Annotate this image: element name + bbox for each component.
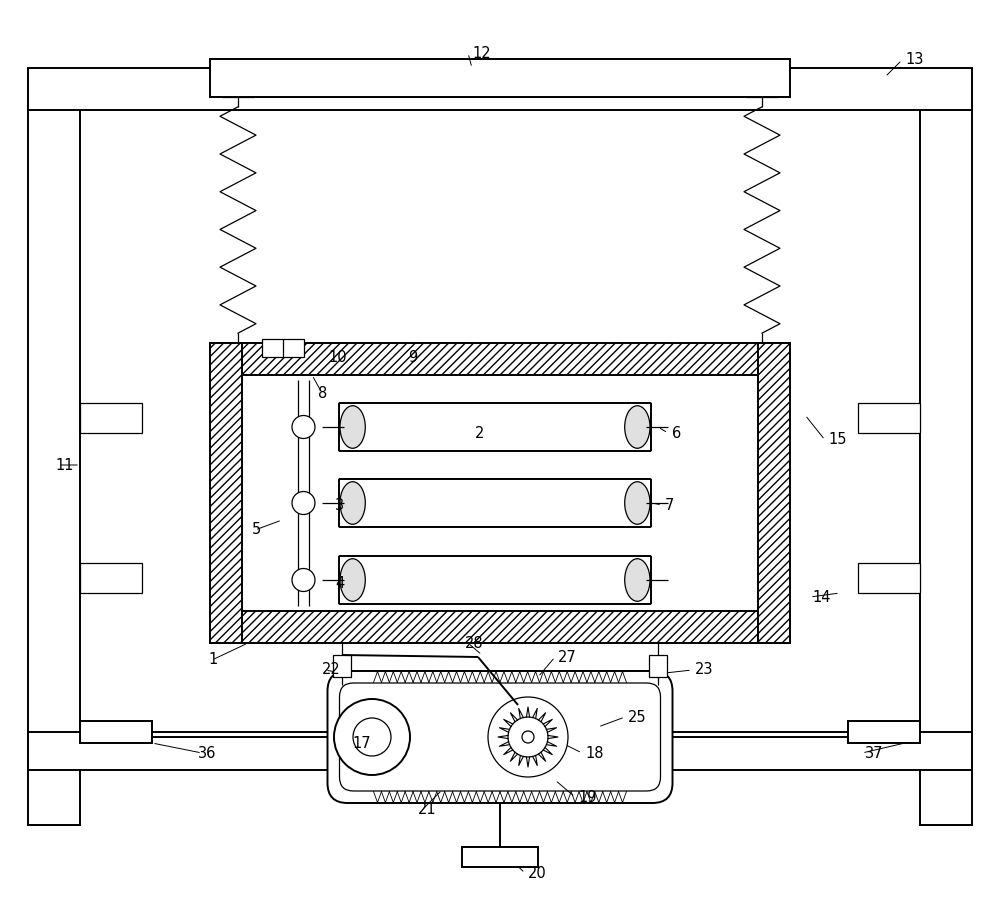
Bar bbox=[28, 732, 972, 770]
Circle shape bbox=[334, 699, 410, 775]
Bar bbox=[262, 339, 304, 357]
Bar bbox=[242, 375, 758, 611]
Text: 6: 6 bbox=[672, 425, 681, 440]
Circle shape bbox=[292, 491, 315, 514]
FancyBboxPatch shape bbox=[328, 671, 672, 803]
Circle shape bbox=[488, 697, 568, 777]
Bar bbox=[210, 611, 790, 643]
Bar bbox=[649, 655, 667, 677]
Bar bbox=[80, 563, 142, 593]
Text: 27: 27 bbox=[558, 650, 577, 664]
Circle shape bbox=[522, 731, 534, 743]
Ellipse shape bbox=[340, 405, 365, 448]
Text: 5: 5 bbox=[252, 522, 261, 537]
Ellipse shape bbox=[625, 559, 650, 601]
FancyBboxPatch shape bbox=[339, 403, 651, 451]
Text: 18: 18 bbox=[585, 746, 604, 760]
Text: 15: 15 bbox=[828, 433, 846, 447]
Bar bbox=[28, 70, 80, 825]
Bar bbox=[858, 563, 920, 593]
Bar bbox=[210, 343, 790, 375]
Text: 25: 25 bbox=[628, 709, 647, 725]
Bar bbox=[848, 721, 920, 743]
Bar bbox=[28, 68, 972, 110]
Text: 14: 14 bbox=[812, 589, 830, 605]
Ellipse shape bbox=[625, 481, 650, 524]
FancyBboxPatch shape bbox=[339, 479, 651, 527]
Bar bbox=[462, 847, 538, 867]
Text: 19: 19 bbox=[578, 790, 596, 804]
Text: 4: 4 bbox=[335, 576, 344, 590]
Text: 1: 1 bbox=[208, 652, 217, 668]
Text: 23: 23 bbox=[695, 662, 714, 677]
Text: 8: 8 bbox=[318, 385, 327, 401]
Bar bbox=[80, 721, 152, 743]
Bar bbox=[210, 343, 242, 643]
Bar bbox=[333, 655, 351, 677]
Text: 9: 9 bbox=[408, 350, 417, 364]
Ellipse shape bbox=[625, 405, 650, 448]
Bar bbox=[858, 403, 920, 433]
Text: 17: 17 bbox=[352, 736, 371, 750]
Text: 28: 28 bbox=[465, 636, 484, 651]
Bar bbox=[80, 403, 142, 433]
Bar bbox=[758, 343, 790, 643]
Circle shape bbox=[508, 717, 548, 757]
Text: 36: 36 bbox=[198, 746, 216, 760]
Text: 22: 22 bbox=[322, 662, 341, 677]
Text: 11: 11 bbox=[55, 458, 74, 472]
Circle shape bbox=[292, 415, 315, 438]
FancyBboxPatch shape bbox=[340, 683, 660, 791]
Text: 13: 13 bbox=[905, 52, 923, 68]
FancyBboxPatch shape bbox=[339, 556, 651, 604]
Text: 20: 20 bbox=[528, 866, 547, 880]
Text: 2: 2 bbox=[475, 425, 484, 440]
Circle shape bbox=[292, 568, 315, 591]
Text: 3: 3 bbox=[335, 498, 344, 512]
Bar bbox=[210, 59, 790, 97]
Text: 37: 37 bbox=[865, 746, 884, 760]
Bar bbox=[920, 70, 972, 825]
Text: 7: 7 bbox=[665, 498, 674, 512]
Ellipse shape bbox=[340, 559, 365, 601]
Circle shape bbox=[353, 718, 391, 756]
Text: 12: 12 bbox=[472, 46, 491, 60]
Text: 10: 10 bbox=[328, 350, 347, 364]
Ellipse shape bbox=[340, 481, 365, 524]
Text: 21: 21 bbox=[418, 802, 437, 817]
